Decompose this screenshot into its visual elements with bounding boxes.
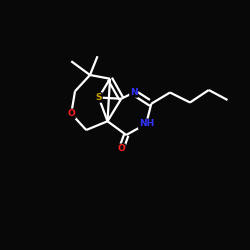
Text: O: O: [68, 109, 75, 118]
Text: NH: NH: [138, 119, 154, 128]
Text: N: N: [130, 88, 138, 97]
Text: O: O: [118, 144, 125, 153]
Text: S: S: [96, 93, 102, 102]
